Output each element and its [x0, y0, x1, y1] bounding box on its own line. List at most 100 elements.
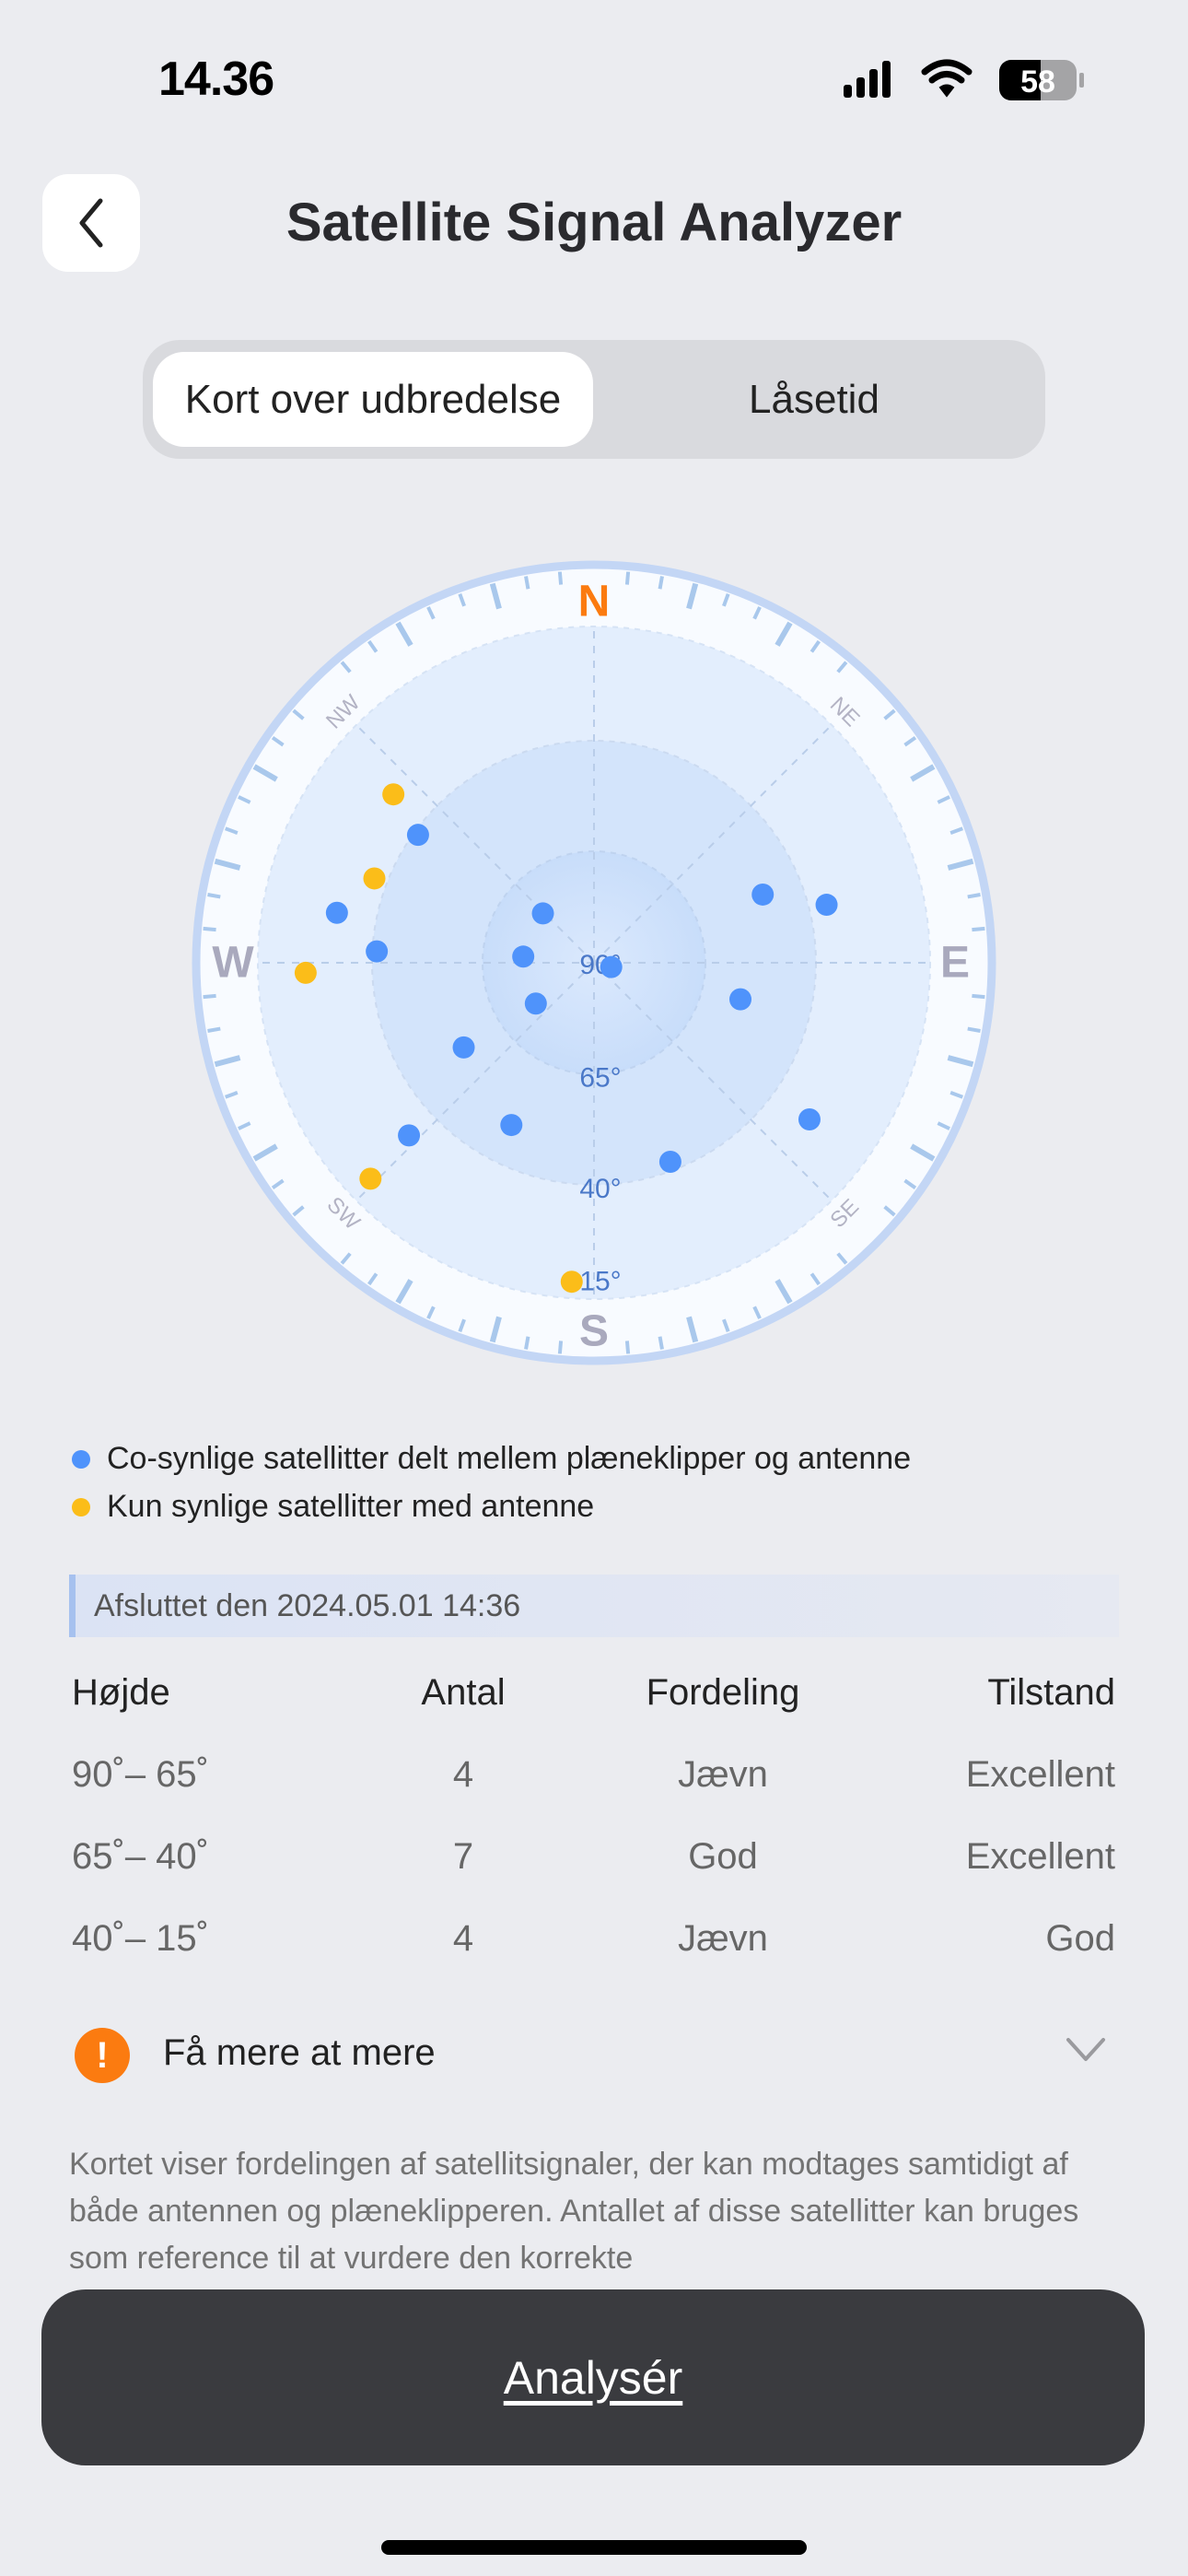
back-button[interactable] [42, 174, 140, 272]
tick-mark [752, 606, 762, 620]
tick-mark [903, 1178, 917, 1189]
tick-mark [203, 926, 216, 932]
tick-mark [524, 576, 530, 590]
tick-mark [271, 1178, 285, 1189]
cell-condition: God [1045, 1918, 1115, 1959]
tick-mark [836, 661, 848, 673]
tick-mark [947, 858, 974, 871]
table-header: Højde Antal Fordeling Tilstand [72, 1672, 1115, 1727]
cell-count: 4 [452, 1754, 474, 1795]
shared-satellite-point [512, 945, 535, 968]
tick-mark [225, 1091, 239, 1099]
tick-mark [292, 708, 305, 720]
shared-satellite-point [500, 1114, 523, 1137]
page-title: Satellite Signal Analyzer [285, 193, 903, 252]
chevron-left-icon [79, 198, 103, 248]
tick-mark [775, 621, 793, 647]
spoke-line [355, 962, 595, 1201]
cell-distribution: Jævn [678, 1754, 768, 1795]
legend-dot-yellow [72, 1497, 90, 1516]
shared-satellite-point [729, 988, 752, 1011]
completed-banner: Afsluttet den 2024.05.01 14:36 [69, 1575, 1119, 1637]
cell-condition: Excellent [965, 1836, 1115, 1877]
tick-mark [252, 1143, 278, 1162]
tick-mark [809, 1272, 821, 1286]
tick-mark [624, 1341, 631, 1354]
cell-height: 40˚– 15˚ [72, 1918, 209, 1959]
tick-mark [426, 606, 436, 620]
antenna-only-satellite-point [294, 961, 317, 984]
tick-mark [910, 1143, 936, 1162]
shared-satellite-point [751, 883, 775, 906]
wifi-icon [921, 59, 973, 98]
tick-mark [203, 993, 216, 1000]
header-distribution: Fordeling [646, 1672, 800, 1713]
tick-mark [809, 639, 821, 653]
tick-mark [937, 1121, 950, 1130]
tick-mark [947, 1055, 974, 1068]
shared-satellite-point [658, 1150, 681, 1173]
tick-mark [972, 926, 985, 932]
cell-distribution: God [688, 1836, 758, 1877]
analyze-button[interactable]: Analysér [41, 2289, 1145, 2465]
chevron-down-icon[interactable] [1066, 2036, 1106, 2064]
tick-mark [557, 571, 564, 585]
spoke-line [593, 962, 833, 1201]
satellite-points [294, 783, 838, 1294]
legend-label: Kun synlige satellitter med antenne [107, 1489, 595, 1524]
direction-spokes [258, 626, 930, 1299]
tick-mark [949, 826, 963, 835]
legend-item-shared: Co-synlige satellitter delt mellem plæne… [72, 1441, 911, 1477]
tick-mark [489, 1316, 502, 1343]
tick-mark [967, 1026, 981, 1033]
tick-mark [972, 993, 985, 1000]
tick-mark [722, 593, 730, 607]
tick-mark [658, 576, 664, 590]
tick-mark [658, 1336, 664, 1350]
tick-mark [214, 858, 241, 871]
battery-icon: 58 [999, 60, 1084, 100]
header-height: Højde [72, 1672, 170, 1713]
tick-mark [395, 621, 413, 647]
shared-satellite-point [398, 1124, 421, 1147]
tick-mark [207, 893, 221, 899]
tick-mark [949, 1091, 963, 1099]
home-indicator[interactable] [381, 2540, 807, 2555]
tick-mark [752, 1306, 762, 1319]
tick-mark [340, 661, 352, 673]
tick-mark [292, 1205, 305, 1217]
elevation-label: 65° [579, 1063, 621, 1094]
spoke-line [593, 724, 833, 964]
shared-satellite-point [815, 894, 838, 917]
tick-mark [458, 593, 466, 607]
tick-mark [836, 1252, 848, 1265]
tick-mark [910, 764, 936, 782]
description-text: Kortet viser fordelingen af satellitsign… [69, 2147, 1079, 2276]
tick-mark [238, 1121, 251, 1130]
shared-satellite-point [531, 902, 554, 925]
tab-coverage-map[interactable]: Kort over udbredelse [153, 352, 593, 447]
cell-height: 65˚– 40˚ [72, 1836, 209, 1877]
tick-mark [967, 893, 981, 899]
compass-label-s: S [579, 1307, 609, 1356]
legend-label: Co-synlige satellitter delt mellem plæne… [107, 1441, 912, 1476]
header-condition: Tilstand [987, 1672, 1115, 1713]
status-icons: 58 [844, 59, 1084, 100]
shared-satellite-point [325, 901, 348, 924]
learn-more-toggle[interactable]: ! Få mere at mere [72, 2025, 1115, 2086]
compass-label-w: W [212, 939, 254, 988]
tick-mark [883, 708, 896, 720]
antenna-only-satellite-point [363, 867, 386, 890]
header-count: Antal [421, 1672, 506, 1713]
antenna-only-satellite-point [382, 783, 405, 806]
elevation-label: 40° [579, 1174, 621, 1204]
tick-mark [225, 826, 239, 835]
tick-mark [883, 1205, 896, 1217]
tick-mark [367, 639, 379, 653]
tab-lock-time[interactable]: Låsetid [749, 376, 879, 422]
shared-satellite-point [366, 940, 389, 963]
antenna-only-satellite-point [359, 1167, 382, 1190]
table-row: 65˚– 40˚ 7 God Excellent [72, 1836, 1115, 1891]
